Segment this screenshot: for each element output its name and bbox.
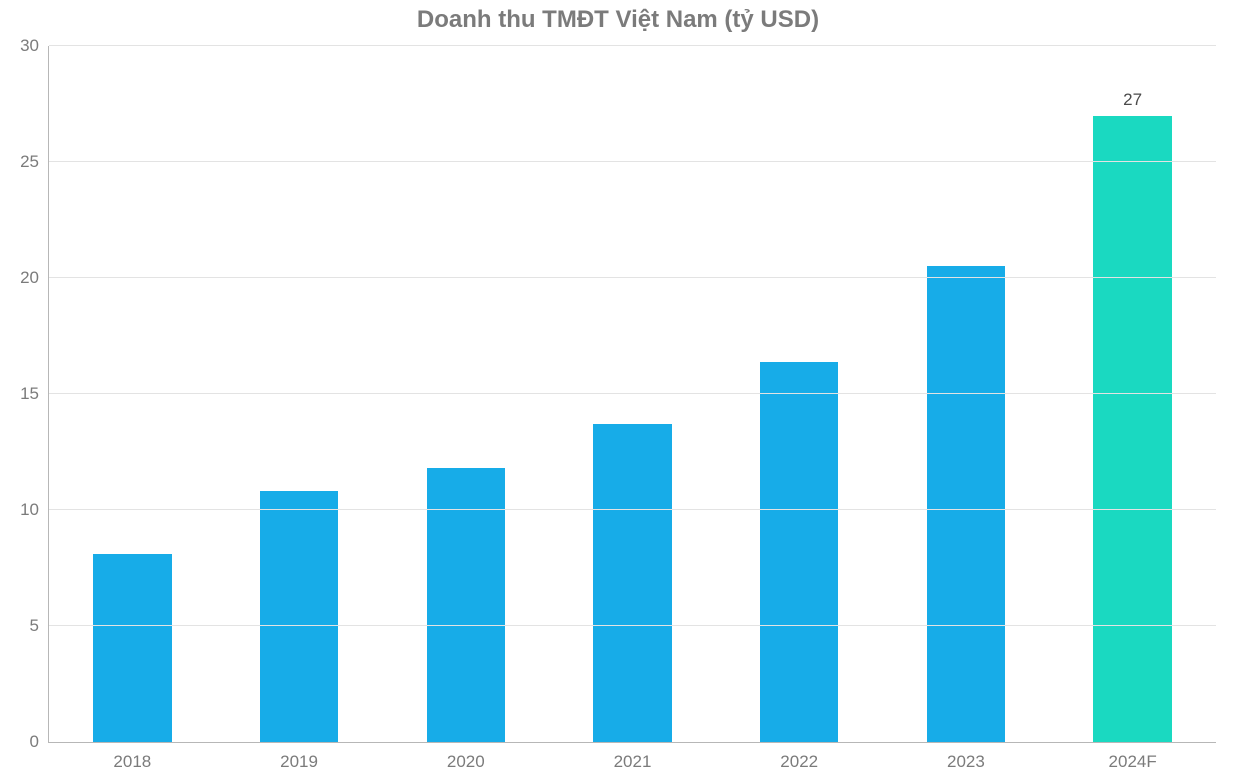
gridline [49, 625, 1216, 626]
gridline [49, 509, 1216, 510]
gridline [49, 45, 1216, 46]
x-tick-label: 2023 [947, 742, 985, 772]
x-tick-label: 2022 [780, 742, 818, 772]
x-tick-label: 2024F [1109, 742, 1157, 772]
bar-value-label: 27 [1123, 90, 1142, 116]
bar [93, 554, 171, 742]
x-tick-label: 2020 [447, 742, 485, 772]
x-tick-label: 2019 [280, 742, 318, 772]
bar: 27 [1093, 116, 1171, 742]
x-tick-label: 2018 [113, 742, 151, 772]
y-tick-label: 10 [20, 500, 49, 520]
gridline [49, 393, 1216, 394]
gridline [49, 161, 1216, 162]
y-tick-label: 20 [20, 268, 49, 288]
y-tick-label: 15 [20, 384, 49, 404]
bar [760, 362, 838, 742]
y-tick-label: 0 [30, 732, 49, 752]
y-tick-label: 30 [20, 36, 49, 56]
plot-area: 27 0510152025302018201920202021202220232… [48, 46, 1216, 743]
gridline [49, 277, 1216, 278]
x-tick-label: 2021 [614, 742, 652, 772]
bars-layer: 27 [49, 46, 1216, 742]
y-tick-label: 25 [20, 152, 49, 172]
bar [927, 266, 1005, 742]
chart-title: Doanh thu TMĐT Việt Nam (tỷ USD) [0, 6, 1236, 34]
chart-container: Doanh thu TMĐT Việt Nam (tỷ USD) 27 0510… [0, 0, 1236, 778]
bar [260, 491, 338, 742]
bar [593, 424, 671, 742]
y-tick-label: 5 [30, 616, 49, 636]
